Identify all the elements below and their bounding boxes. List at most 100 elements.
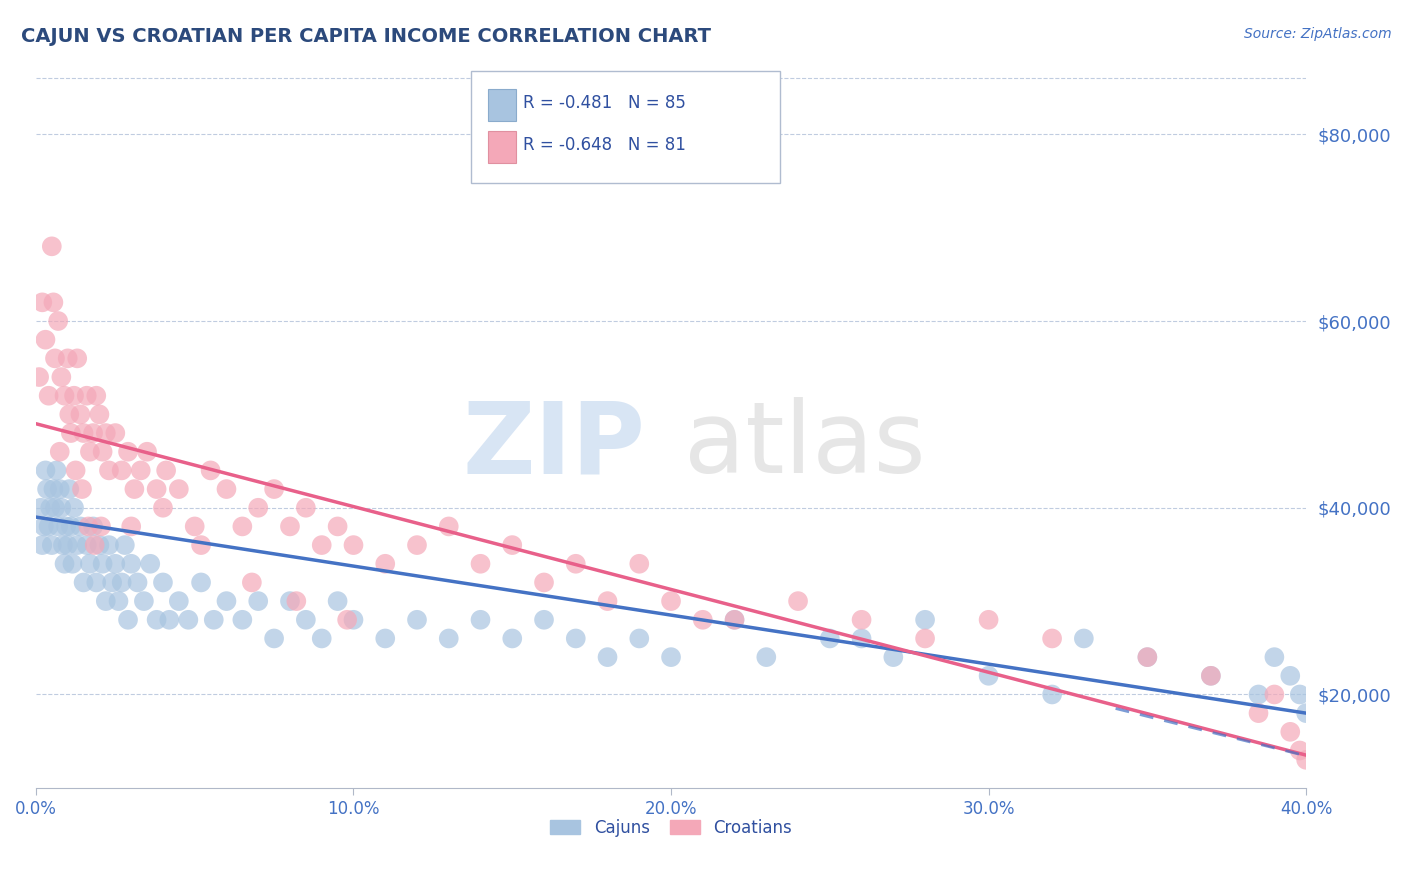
Point [52,538,75,552]
Point [278,519,301,533]
Point [84,575,107,590]
Point [240,575,263,590]
Point [723,613,745,627]
Point [70,482,93,496]
Point [437,519,460,533]
Point [628,632,651,646]
Point [120,557,142,571]
Point [596,650,619,665]
Point [114,538,136,552]
Point [48,444,70,458]
Point [38,519,60,533]
Point [132,594,155,608]
Point [89,408,111,422]
Text: Source: ZipAtlas.com: Source: ZipAtlas.com [1244,27,1392,41]
Point [46,314,69,328]
Point [533,613,555,627]
Point [53,557,76,571]
Point [98,463,121,477]
Point [62,557,84,571]
Point [1279,669,1302,683]
Point [152,575,174,590]
Point [818,632,841,646]
Point [882,650,904,665]
Point [82,519,104,533]
Point [41,239,63,253]
Point [1279,724,1302,739]
Point [69,408,91,422]
Point [914,632,936,646]
Point [104,557,127,571]
Point [1199,669,1222,683]
Point [247,594,270,608]
Point [31,295,53,310]
Point [72,575,94,590]
Point [247,500,270,515]
Point [72,425,94,440]
Point [692,613,714,627]
Point [501,632,523,646]
Point [124,482,146,496]
Point [295,500,318,515]
Point [406,538,429,552]
Point [101,575,124,590]
Point [1263,688,1285,702]
Point [77,519,100,533]
Point [723,613,745,627]
Point [117,444,139,458]
Point [79,557,101,571]
Point [851,632,873,646]
Point [46,519,69,533]
Point [1040,688,1063,702]
Point [41,538,63,552]
Point [342,538,364,552]
Point [51,500,73,515]
Point [565,557,588,571]
Point [129,463,152,477]
Point [155,463,177,477]
Point [94,425,117,440]
Point [28,370,51,384]
Point [59,425,82,440]
Point [90,519,112,533]
Point [231,519,253,533]
Point [89,538,111,552]
Point [34,463,56,477]
Point [1295,753,1317,767]
Point [326,594,349,608]
Point [39,500,62,515]
Point [787,594,810,608]
Point [977,613,1000,627]
Point [1288,743,1310,757]
Text: R = -0.481   N = 85: R = -0.481 N = 85 [523,94,686,112]
Point [342,613,364,627]
Point [111,575,134,590]
Point [406,613,429,627]
Point [84,389,107,403]
Point [98,538,121,552]
Point [58,408,80,422]
Point [977,669,1000,683]
Point [145,482,167,496]
Point [200,463,222,477]
Point [55,519,77,533]
Point [755,650,778,665]
Point [1247,688,1270,702]
Point [628,557,651,571]
Point [1136,650,1159,665]
Point [596,594,619,608]
Point [94,594,117,608]
Point [190,538,212,552]
Point [470,613,492,627]
Point [167,482,190,496]
Point [104,425,127,440]
Point [91,557,114,571]
Point [145,613,167,627]
Point [58,482,80,496]
Point [565,632,588,646]
Point [215,594,238,608]
Point [66,351,89,366]
Point [659,594,682,608]
Point [51,370,73,384]
Point [311,538,333,552]
